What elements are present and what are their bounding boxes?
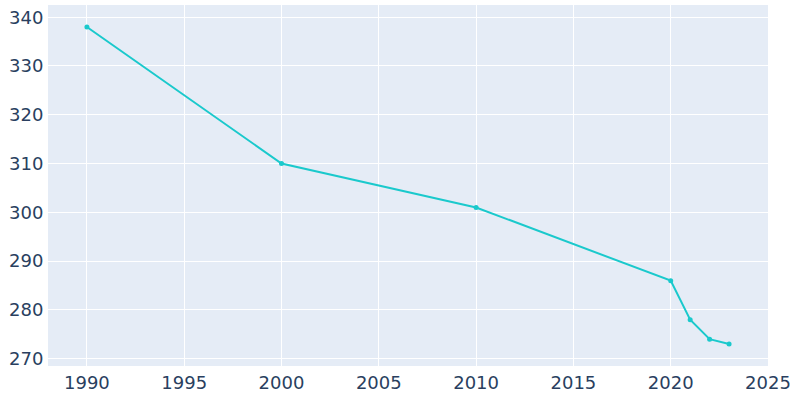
svg-text:340: 340 [9, 7, 43, 28]
svg-text:300: 300 [9, 202, 43, 223]
svg-text:320: 320 [9, 104, 43, 125]
svg-text:2015: 2015 [551, 372, 597, 393]
svg-text:2010: 2010 [453, 372, 499, 393]
svg-text:1990: 1990 [64, 372, 110, 393]
svg-text:2005: 2005 [356, 372, 402, 393]
svg-text:290: 290 [9, 250, 43, 271]
svg-text:2025: 2025 [745, 372, 791, 393]
svg-text:2020: 2020 [648, 372, 694, 393]
svg-text:280: 280 [9, 299, 43, 320]
svg-text:310: 310 [9, 153, 43, 174]
svg-text:1995: 1995 [161, 372, 207, 393]
svg-text:270: 270 [9, 348, 43, 369]
svg-text:2000: 2000 [259, 372, 305, 393]
svg-text:330: 330 [9, 55, 43, 76]
